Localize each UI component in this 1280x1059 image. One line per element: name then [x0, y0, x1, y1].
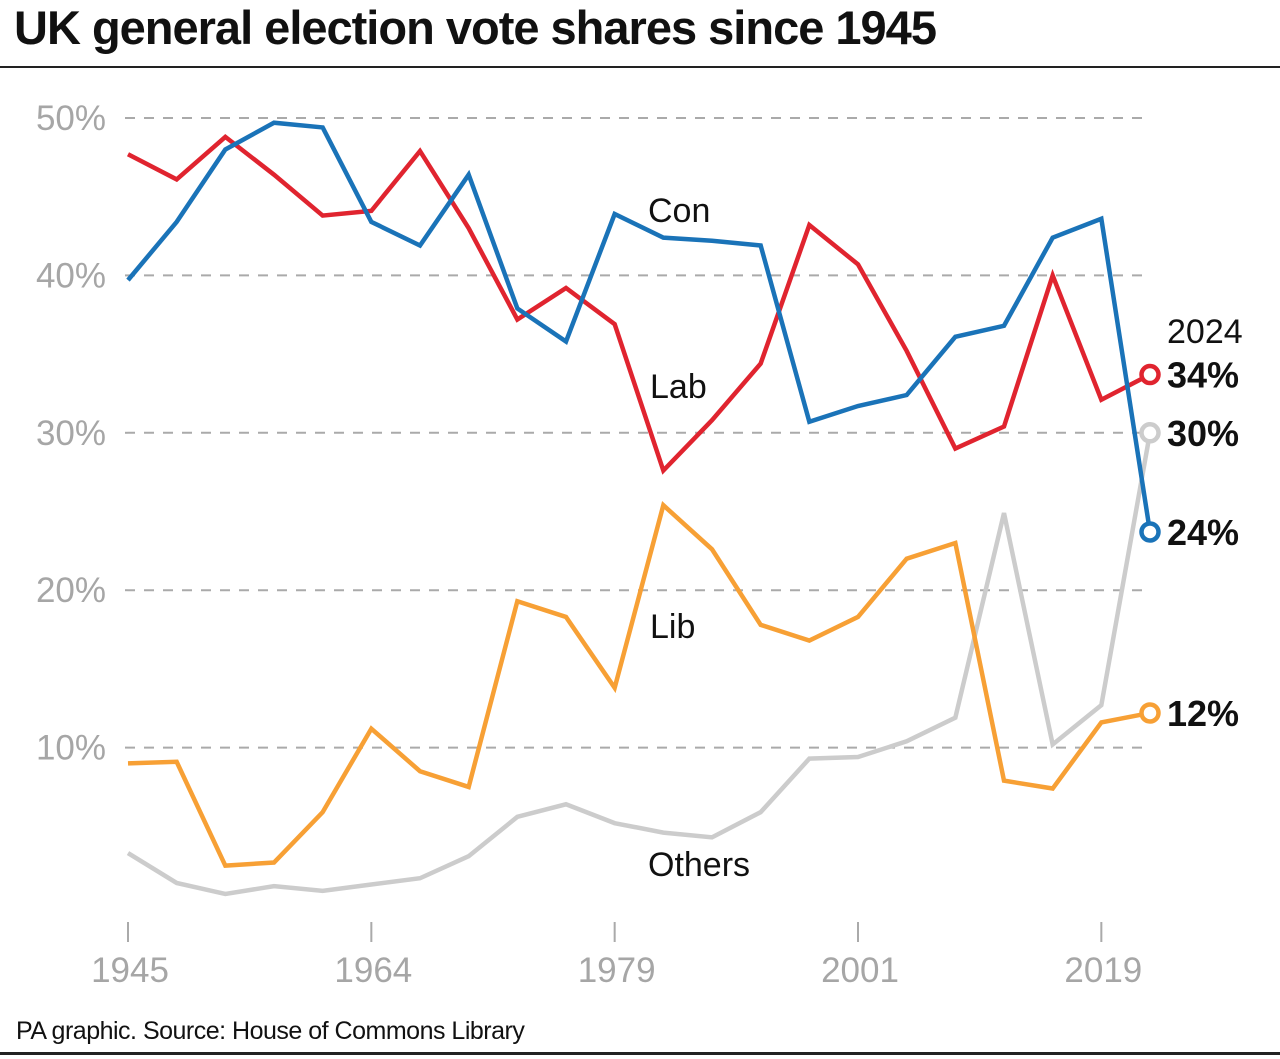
series-label-others: Others [648, 846, 750, 884]
end-label-lab: 34% [1167, 355, 1239, 396]
x-tick-label: 1945 [91, 951, 169, 990]
series-label-lab: Lab [650, 368, 707, 406]
y-tick-label: 20% [36, 571, 106, 610]
y-tick-label: 30% [36, 414, 106, 453]
bottom-divider [0, 1052, 1280, 1055]
chart-title: UK general election vote shares since 19… [14, 1, 937, 54]
y-tick-label: 50% [36, 99, 106, 138]
y-tick-label: 10% [36, 729, 106, 768]
x-tick-label: 1979 [578, 951, 656, 990]
x-tick-label: 1964 [334, 951, 412, 990]
end-marker-lib [1139, 702, 1161, 724]
x-tick-label: 2001 [821, 951, 899, 990]
end-label-others: 30% [1167, 413, 1239, 454]
end-label-lib: 12% [1167, 693, 1239, 734]
y-tick-label: 40% [36, 256, 106, 295]
series-line-lib [127, 501, 1151, 868]
title-divider [0, 66, 1280, 68]
end-marker-lab [1139, 363, 1161, 386]
series-line-lab [126, 133, 1152, 475]
source-note: PA graphic. Source: House of Commons Lib… [16, 1017, 525, 1045]
end-marker-con [1139, 521, 1161, 543]
series-line-con [126, 120, 1153, 533]
end-marker-others [1139, 422, 1161, 444]
series-label-con: Con [648, 192, 710, 230]
series-label-lib: Lib [650, 608, 695, 646]
x-tick-label: 2019 [1064, 951, 1142, 990]
end-label-con: 24% [1167, 512, 1239, 553]
series-line-others [126, 432, 1153, 897]
end-year-label: 2024 [1167, 313, 1243, 351]
